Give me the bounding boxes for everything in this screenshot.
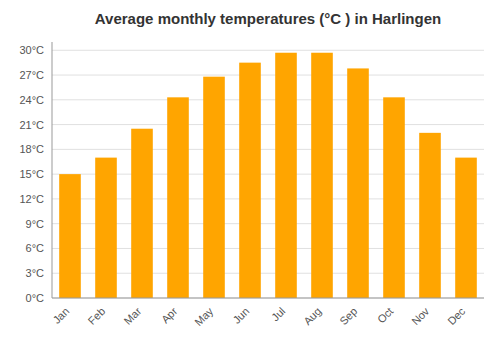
y-tick-label: 30°C: [19, 44, 44, 56]
x-tick-label: Jun: [230, 305, 251, 326]
bar: [239, 63, 261, 298]
x-tick-label: Oct: [375, 305, 396, 326]
bars: [59, 53, 477, 298]
bar: [347, 68, 369, 298]
grid-line: [52, 50, 484, 51]
bar: [59, 174, 81, 298]
y-tick-label: 27°C: [19, 69, 44, 81]
x-axis: Jan Feb Mar Apr May Jun Jul Aug Sep Oct Nov Dec: [50, 305, 467, 329]
chart: Average monthly temperatures (°C ) in Ha…: [0, 0, 500, 350]
bar: [419, 133, 441, 298]
x-tick-label: Dec: [445, 305, 468, 328]
x-tick-label: Apr: [159, 305, 180, 326]
y-axis-line: [52, 42, 53, 298]
bar: [167, 97, 189, 298]
y-tick-label: 0°C: [26, 292, 45, 304]
bar: [95, 158, 117, 298]
y-tick-label: 6°C: [26, 242, 45, 254]
bar: [275, 53, 297, 298]
x-tick-label: May: [192, 305, 216, 329]
y-tick-label: 24°C: [19, 94, 44, 106]
x-axis-line: [52, 298, 484, 299]
y-tick-label: 15°C: [19, 168, 44, 180]
grid-line: [52, 124, 484, 125]
y-tick-label: 12°C: [19, 193, 44, 205]
bar: [311, 53, 333, 298]
y-tick-label: 9°C: [26, 218, 45, 230]
y-axis: 0°C 3°C 6°C 9°C 12°C 15°C 18°C 21°C 24°C 27°C 30°C: [19, 44, 44, 304]
y-tick-label: 21°C: [19, 119, 44, 131]
x-tick-label: Sep: [337, 305, 359, 327]
bar: [203, 77, 225, 298]
bar: [131, 129, 153, 298]
x-tick-label: Feb: [86, 305, 108, 327]
y-tick-label: 18°C: [19, 143, 44, 155]
grid-line: [52, 75, 484, 76]
title: Average monthly temperatures (°C ) in Ha…: [95, 10, 441, 27]
x-tick-label: Mar: [122, 305, 144, 327]
bar: [455, 158, 477, 298]
grid-line: [52, 298, 484, 299]
grid: [52, 50, 484, 298]
x-tick-label: Aug: [301, 305, 323, 327]
x-tick-label: Nov: [409, 305, 432, 328]
x-tick-label: Jan: [50, 305, 71, 326]
grid-line: [52, 99, 484, 100]
y-tick-label: 3°C: [26, 267, 45, 279]
bar: [383, 97, 405, 298]
x-tick-label: Jul: [269, 305, 287, 323]
